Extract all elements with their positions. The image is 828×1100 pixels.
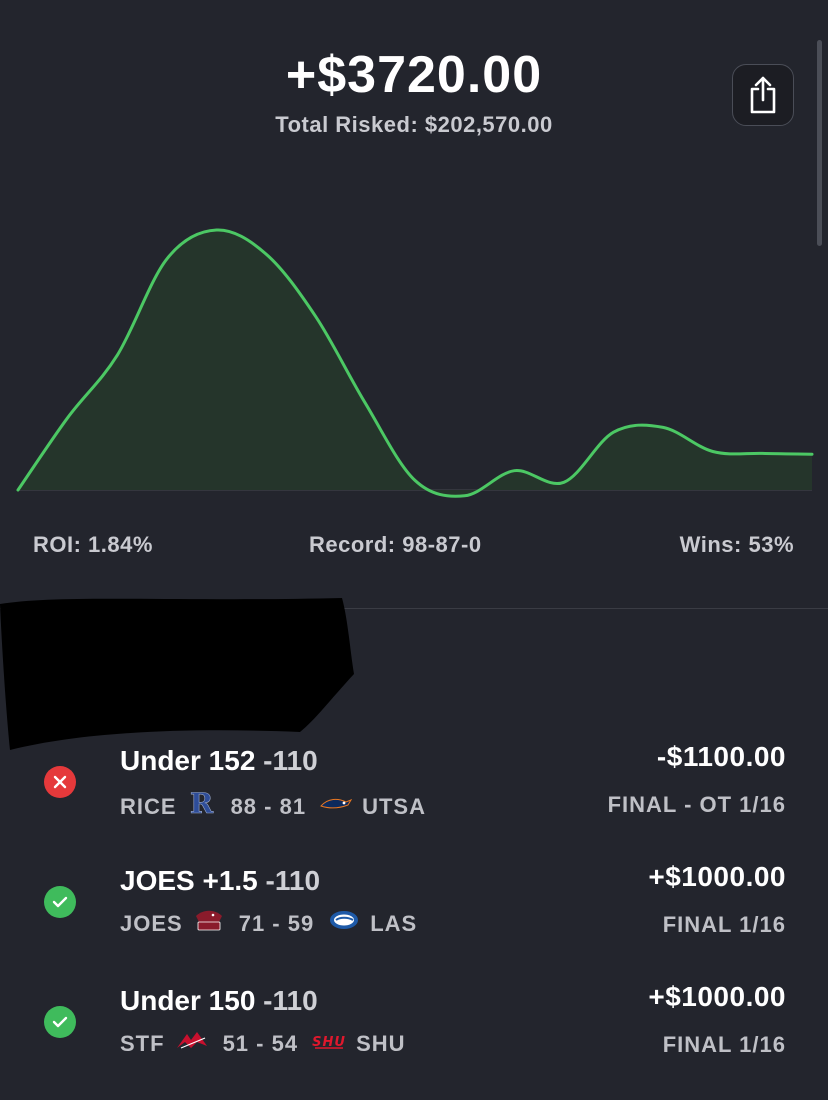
stf-logo-icon [175,1028,209,1060]
total-profit: +$3720.00 [285,46,543,104]
sju-logo-icon [193,908,225,940]
bet-amount: +$1000.00 [648,861,786,892]
check-icon [52,896,68,908]
rice-logo-icon: R [187,787,217,826]
matchup: STF 51 - 54 SHU SHU [120,1028,406,1060]
status-loss-badge [44,766,76,798]
bet-line: Under 150 [120,985,256,1016]
matchup: RICE R 88 - 81 UTSA [120,787,426,826]
bet-row[interactable]: Under 150 -110 STF 51 - 54 SHU SHU +$100… [0,981,828,1094]
scroll-indicator[interactable] [817,40,822,246]
bet-row[interactable]: Under 152 -110 RICE R 88 - 81 UTSA -$110… [0,741,828,854]
game-status: FINAL - OT 1/16 [607,792,786,817]
bet-line: Under 152 [120,745,256,776]
share-icon [750,76,776,114]
bet-row[interactable]: JOES +1.5 -110 JOES 71 - 59 LAS +$1000.0… [0,861,828,974]
bet-title: Under 152 -110 [120,744,318,778]
team-away: STF [120,1031,165,1056]
chart-area [18,229,812,497]
summary-header: +$3720.00 Total Risked: $202,570.00 [0,44,828,138]
stat-record: Record: 98-87-0 [309,532,482,557]
svg-text:R: R [189,788,213,818]
team-home: UTSA [362,794,426,819]
game-status: FINAL 1/16 [662,912,786,937]
team-away: RICE [120,794,177,819]
bet-odds: -110 [255,985,318,1016]
team-home: LAS [370,911,418,936]
bet-odds: -110 [257,865,321,896]
share-button[interactable] [732,64,794,126]
check-icon [52,1016,68,1028]
bet-odds: -110 [255,745,318,776]
profit-chart [16,228,814,498]
bet-amount: +$1000.00 [648,981,786,1012]
stat-roi: ROI: 1.84% [33,532,153,557]
chart-line [16,228,814,498]
score: 71 - 59 [238,911,315,936]
status-win-badge [44,886,76,918]
x-icon [53,775,67,789]
matchup: JOES 71 - 59 LAS [120,908,417,940]
total-risked: Total Risked: $202,570.00 [275,112,553,137]
svg-text:SHU: SHU [312,1035,346,1050]
shu-logo-icon: SHU [312,1029,346,1059]
status-win-badge [44,1006,76,1038]
team-home: SHU [356,1031,406,1056]
bet-title: JOES +1.5 -110 [120,864,320,898]
redaction-mark [0,598,354,750]
score: 51 - 54 [222,1031,299,1056]
score: 88 - 81 [230,794,307,819]
team-away: JOES [120,911,183,936]
section-divider [0,608,828,609]
bet-title: Under 150 -110 [120,984,318,1018]
stat-wins: Wins: 53% [679,532,794,557]
las-logo-icon [328,908,360,940]
bet-amount: -$1100.00 [656,741,786,772]
bet-line: JOES +1.5 [120,865,258,896]
game-status: FINAL 1/16 [662,1032,786,1057]
stats-row: ROI: 1.84% Record: 98-87-0 Wins: 53% [0,532,828,562]
utsa-logo-icon [320,792,353,822]
